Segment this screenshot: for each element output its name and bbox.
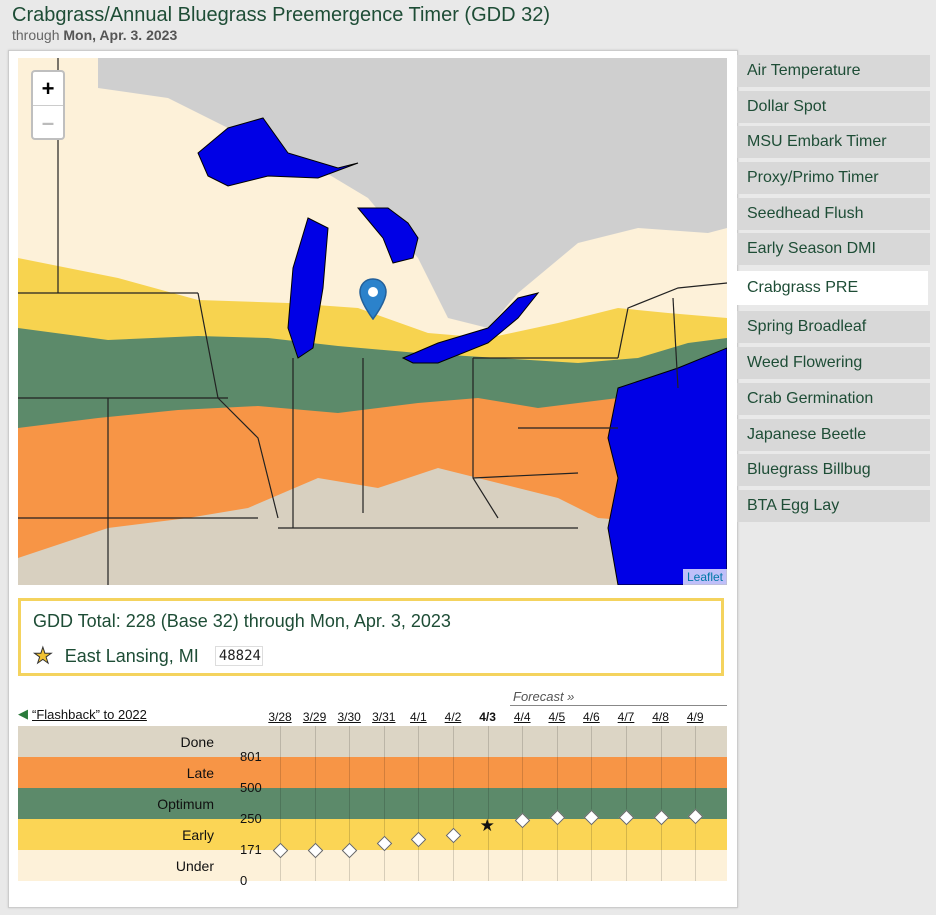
date-gridline <box>314 726 316 881</box>
band-done <box>18 726 727 757</box>
back-arrow-icon: ◀ <box>18 706 28 721</box>
date-gridline <box>280 726 281 881</box>
location-row: ★ East Lansing, MI 48824 <box>33 643 263 669</box>
date-label[interactable]: 3/29 <box>302 710 327 724</box>
leaflet-attribution-link[interactable]: Leaflet <box>682 569 727 585</box>
date-label[interactable]: 4/1 <box>410 710 427 724</box>
date-gridline <box>418 726 420 881</box>
date-gridline <box>383 726 385 881</box>
band-optimum <box>18 788 727 819</box>
threshold-label: 801 <box>240 749 262 764</box>
sidebar-item-crabgrass-pre[interactable]: Crabgrass PRE <box>735 271 928 306</box>
date-gridline <box>487 726 489 881</box>
date-label: 4/3 <box>479 710 496 724</box>
gdd-map[interactable]: + – Leaflet <box>18 58 727 585</box>
page-title: Crabgrass/Annual Bluegrass Preemergence … <box>12 4 550 26</box>
date-label[interactable]: 4/9 <box>686 710 704 724</box>
threshold-label: 171 <box>240 842 262 857</box>
band-early <box>18 819 727 850</box>
zip-input[interactable]: 48824 <box>214 646 263 666</box>
band-label-early: Early <box>182 827 214 843</box>
through-label: through <box>12 27 60 43</box>
date-gridline <box>660 726 662 881</box>
forecast-label: Forecast » <box>513 689 575 704</box>
sidebar-item-dollar-spot[interactable]: Dollar Spot <box>737 90 930 123</box>
date-label[interactable]: 3/31 <box>372 710 396 724</box>
threshold-label: 0 <box>240 873 248 888</box>
location-name: East Lansing, MI <box>64 645 199 666</box>
page-subtitle: through Mon, Apr. 3. 2023 <box>12 27 177 43</box>
gdd-info-box: GDD Total: 228 (Base 32) through Mon, Ap… <box>18 598 724 676</box>
date-gridline <box>591 726 593 881</box>
sidebar-item-japanese-beetle[interactable]: Japanese Beetle <box>737 418 930 451</box>
band-label-done: Done <box>180 734 214 750</box>
flashback-link[interactable]: ◀ “Flashback” to 2022 <box>18 706 147 722</box>
date-gridline <box>695 726 697 881</box>
date-gridline <box>453 726 454 881</box>
sidebar-item-seedhead-flush[interactable]: Seedhead Flush <box>737 197 930 230</box>
date-label[interactable]: 4/7 <box>617 710 635 724</box>
date-label[interactable]: 4/8 <box>652 710 669 724</box>
band-label-late: Late <box>186 765 214 781</box>
zoom-in-button[interactable]: + <box>41 75 55 101</box>
sidebar-item-bluegrass-billbug[interactable]: Bluegrass Billbug <box>737 454 930 487</box>
sidebar-item-air-temperature[interactable]: Air Temperature <box>737 55 930 87</box>
band-late <box>18 757 727 788</box>
date-gridline <box>522 726 524 881</box>
band-under <box>18 850 727 881</box>
date-label[interactable]: 4/5 <box>548 710 566 724</box>
date-gridline <box>626 726 627 881</box>
sidebar-item-weed-flowering[interactable]: Weed Flowering <box>737 347 930 380</box>
band-label-under: Under <box>175 858 214 874</box>
star-icon: ★ <box>33 643 54 669</box>
threshold-label: 250 <box>240 811 262 826</box>
sidebar-item-spring-broadleaf[interactable]: Spring Broadleaf <box>737 311 930 344</box>
date-gridline <box>556 726 558 881</box>
model-sidebar: Air Temperature Dollar Spot MSU Embark Tim… <box>735 55 930 526</box>
date-gridline <box>349 726 351 881</box>
sidebar-item-msu-embark-timer[interactable]: MSU Embark Timer <box>737 126 930 159</box>
sidebar-item-crab-germination[interactable]: Crab Germination <box>737 382 930 415</box>
current-point-star-icon[interactable]: ★ <box>479 815 495 835</box>
sidebar-item-proxy-primo-timer[interactable]: Proxy/Primo Timer <box>737 162 930 195</box>
zoom-control: + – <box>31 70 65 140</box>
date-label[interactable]: 4/6 <box>583 710 600 724</box>
date-label[interactable]: 4/4 <box>513 710 531 724</box>
sidebar-item-early-season-dmi[interactable]: Early Season DMI <box>737 233 930 266</box>
date-label[interactable]: 4/2 <box>444 710 462 724</box>
gdd-timeline-chart: Done Late Optimum Early Under 801 500 250 171 0 ★ <box>18 726 727 888</box>
band-label-optimum: Optimum <box>157 796 214 812</box>
zoom-out-button[interactable]: – <box>33 105 63 139</box>
map-layers <box>18 58 727 585</box>
sidebar-item-bta-egg-lay[interactable]: BTA Egg Lay <box>737 489 930 522</box>
gdd-total-text: GDD Total: 228 (Base 32) through Mon, Ap… <box>33 611 451 631</box>
threshold-label: 500 <box>240 780 262 795</box>
date-label[interactable]: 3/30 <box>337 710 361 724</box>
through-date: Mon, Apr. 3. 2023 <box>63 27 178 43</box>
date-label[interactable]: 3/28 <box>268 710 292 724</box>
forecast-divider <box>510 705 727 706</box>
